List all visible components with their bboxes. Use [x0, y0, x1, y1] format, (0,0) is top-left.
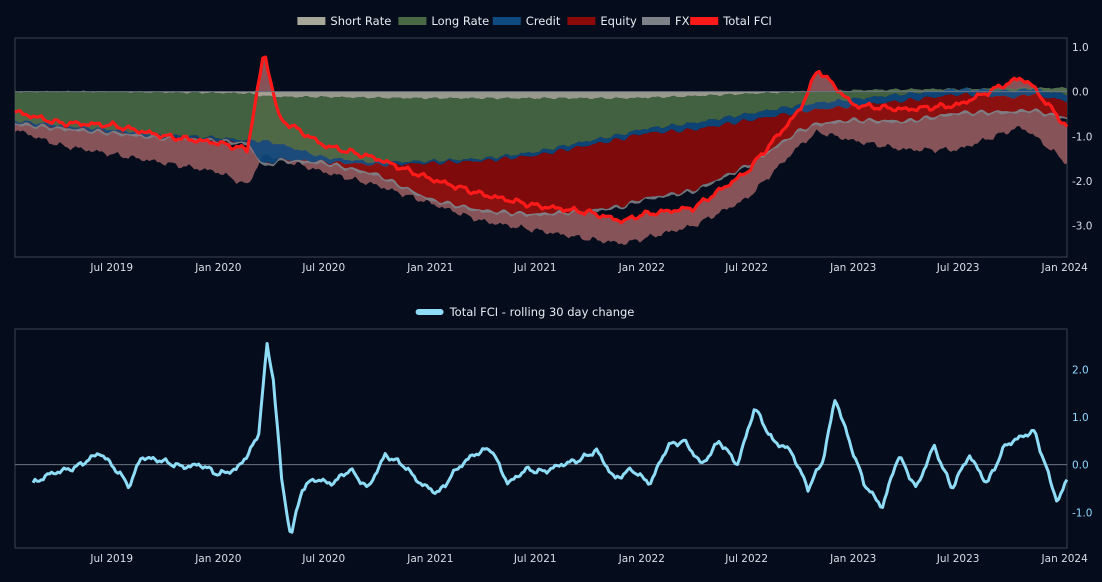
legend-swatch — [297, 17, 326, 25]
y-tick-label: 0.0 — [1072, 460, 1089, 472]
legend-label: Short Rate — [330, 14, 391, 28]
legend-swatch — [567, 17, 596, 25]
legend-item-fx[interactable]: FX — [642, 14, 690, 28]
stacked-areas — [14, 55, 1069, 246]
legend-item-equity[interactable]: Equity — [567, 14, 637, 28]
x-tick-label: Jul 2021 — [513, 262, 557, 274]
y-tick-label: 1.0 — [1072, 42, 1089, 54]
legend-item-credit[interactable]: Credit — [492, 14, 561, 28]
legend-label: FX — [675, 14, 690, 28]
x-tick-label: Jul 2022 — [724, 262, 768, 274]
legend-swatch — [690, 17, 719, 25]
x-tick-label: Jul 2023 — [936, 262, 980, 274]
line-total-fci — [14, 55, 1069, 225]
area-equity — [15, 92, 1067, 215]
rolling-change-line — [31, 342, 1069, 534]
y-axis-ticks: 2.0 1.0 0.0 -1.0 — [1072, 364, 1093, 519]
x-tick-label: Jul 2022 — [724, 553, 768, 565]
area-short-rate — [15, 87, 1067, 100]
x-tick-label: Jul 2019 — [89, 553, 133, 565]
legend-item-long-rate[interactable]: Long Rate — [398, 14, 489, 28]
line-rolling-30-day-change — [31, 342, 1069, 534]
x-tick-label: Jul 2021 — [513, 553, 557, 565]
legend-label: Total FCI - rolling 30 day change — [449, 305, 635, 319]
y-tick-label: -1.0 — [1072, 507, 1093, 519]
x-tick-label: Jul 2020 — [301, 262, 345, 274]
legend-swatch — [492, 17, 521, 25]
y-tick-label: 2.0 — [1072, 364, 1089, 376]
y-axis-ticks: 1.0 0.0 -1.0 -2.0 -3.0 — [1072, 42, 1093, 233]
area-credit — [15, 87, 1067, 167]
x-tick-label: Jul 2019 — [89, 262, 133, 274]
x-tick-label: Jul 2020 — [301, 553, 345, 565]
legend-swatch — [642, 17, 670, 25]
x-tick-label: Jan 2024 — [1041, 553, 1089, 565]
y-tick-label: -3.0 — [1072, 221, 1093, 233]
x-tick-label: Jan 2020 — [194, 553, 241, 565]
legend-swatch — [415, 309, 444, 315]
y-tick-label: -1.0 — [1072, 131, 1093, 143]
x-tick-label: Jan 2022 — [618, 262, 665, 274]
x-tick-label: Jan 2022 — [618, 553, 665, 565]
legend-swatch — [398, 17, 427, 25]
legend-label: Credit — [526, 14, 561, 28]
y-tick-label: -2.0 — [1072, 176, 1093, 188]
legend-item-total-fci[interactable]: Total FCI — [690, 14, 772, 28]
legend-label: Long Rate — [431, 14, 489, 28]
y-tick-label: 1.0 — [1072, 412, 1089, 424]
x-tick-label: Jul 2023 — [936, 553, 980, 565]
x-tick-label: Jan 2021 — [406, 553, 453, 565]
panel-frame — [14, 328, 1068, 549]
x-axis-ticks: Jul 2019 Jan 2020 Jul 2020 Jan 2021 Jul 2021… — [89, 553, 1088, 565]
legend-bottom: Total FCI - rolling 30 day change — [415, 305, 635, 319]
legend-top: Short Rate Long Rate Credit Equity FX Total F… — [297, 14, 772, 28]
x-tick-label: Jan 2023 — [829, 262, 876, 274]
x-tick-label: Jan 2021 — [406, 262, 453, 274]
x-axis-ticks: Jul 2019 Jan 2020 Jul 2020 Jan 2021 Jul 2021… — [89, 262, 1088, 274]
y-tick-label: 0.0 — [1072, 87, 1089, 99]
x-tick-label: Jan 2020 — [194, 262, 241, 274]
legend-item-short-rate[interactable]: Short Rate — [297, 14, 391, 28]
fci-rolling-change-panel: Jul 2019 Jan 2020 Jul 2020 Jan 2021 Jul 2021… — [14, 328, 1093, 565]
x-tick-label: Jan 2024 — [1041, 262, 1089, 274]
x-tick-label: Jan 2023 — [829, 553, 876, 565]
legend-label: Equity — [600, 14, 637, 28]
fci-components-panel: Jul 2019 Jan 2020 Jul 2020 Jan 2021 Jul 2021… — [14, 37, 1093, 274]
legend-label: Total FCI — [722, 14, 772, 28]
legend-item-rolling-change[interactable]: Total FCI - rolling 30 day change — [415, 305, 635, 319]
